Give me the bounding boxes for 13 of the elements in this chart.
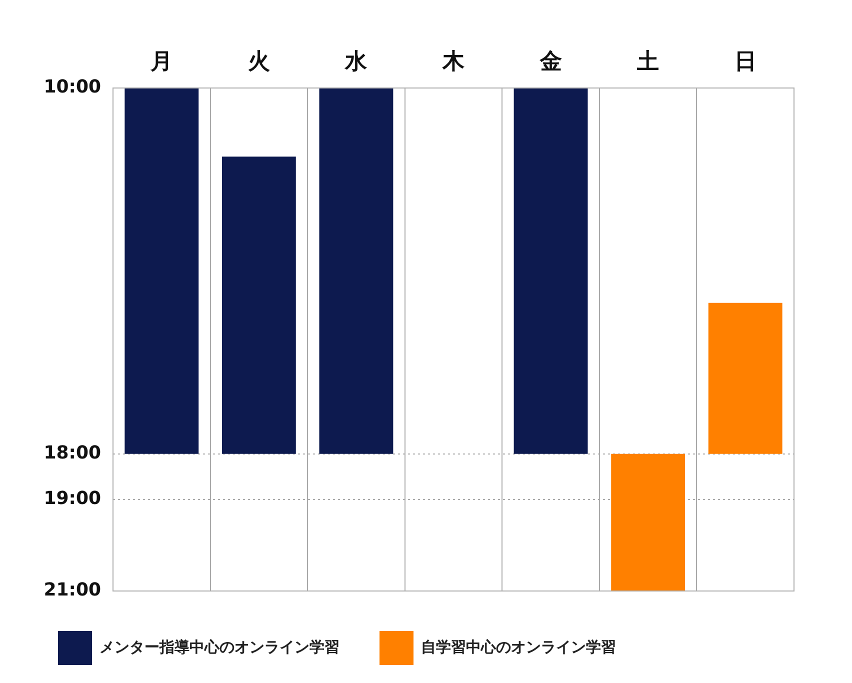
x-tick-label: 月 [150,50,173,75]
x-tick-label: 水 [344,50,368,75]
x-tick-label: 土 [636,50,660,75]
y-tick-label: 21:00 [44,580,101,601]
y-tick-label: 19:00 [44,488,101,510]
x-tick-label: 日 [734,50,756,75]
x-tick-label: 火 [248,50,271,75]
y-tick-label: 18:00 [44,442,101,464]
x-tick-label: 金 [538,50,562,75]
y-tick-label: 10:00 [44,76,101,98]
x-tick-label: 木 [442,50,466,75]
legend-label: メンター指導中心のオンライン学習 [100,638,340,656]
legend-label: 自学習中心のオンライン学習 [421,638,616,656]
